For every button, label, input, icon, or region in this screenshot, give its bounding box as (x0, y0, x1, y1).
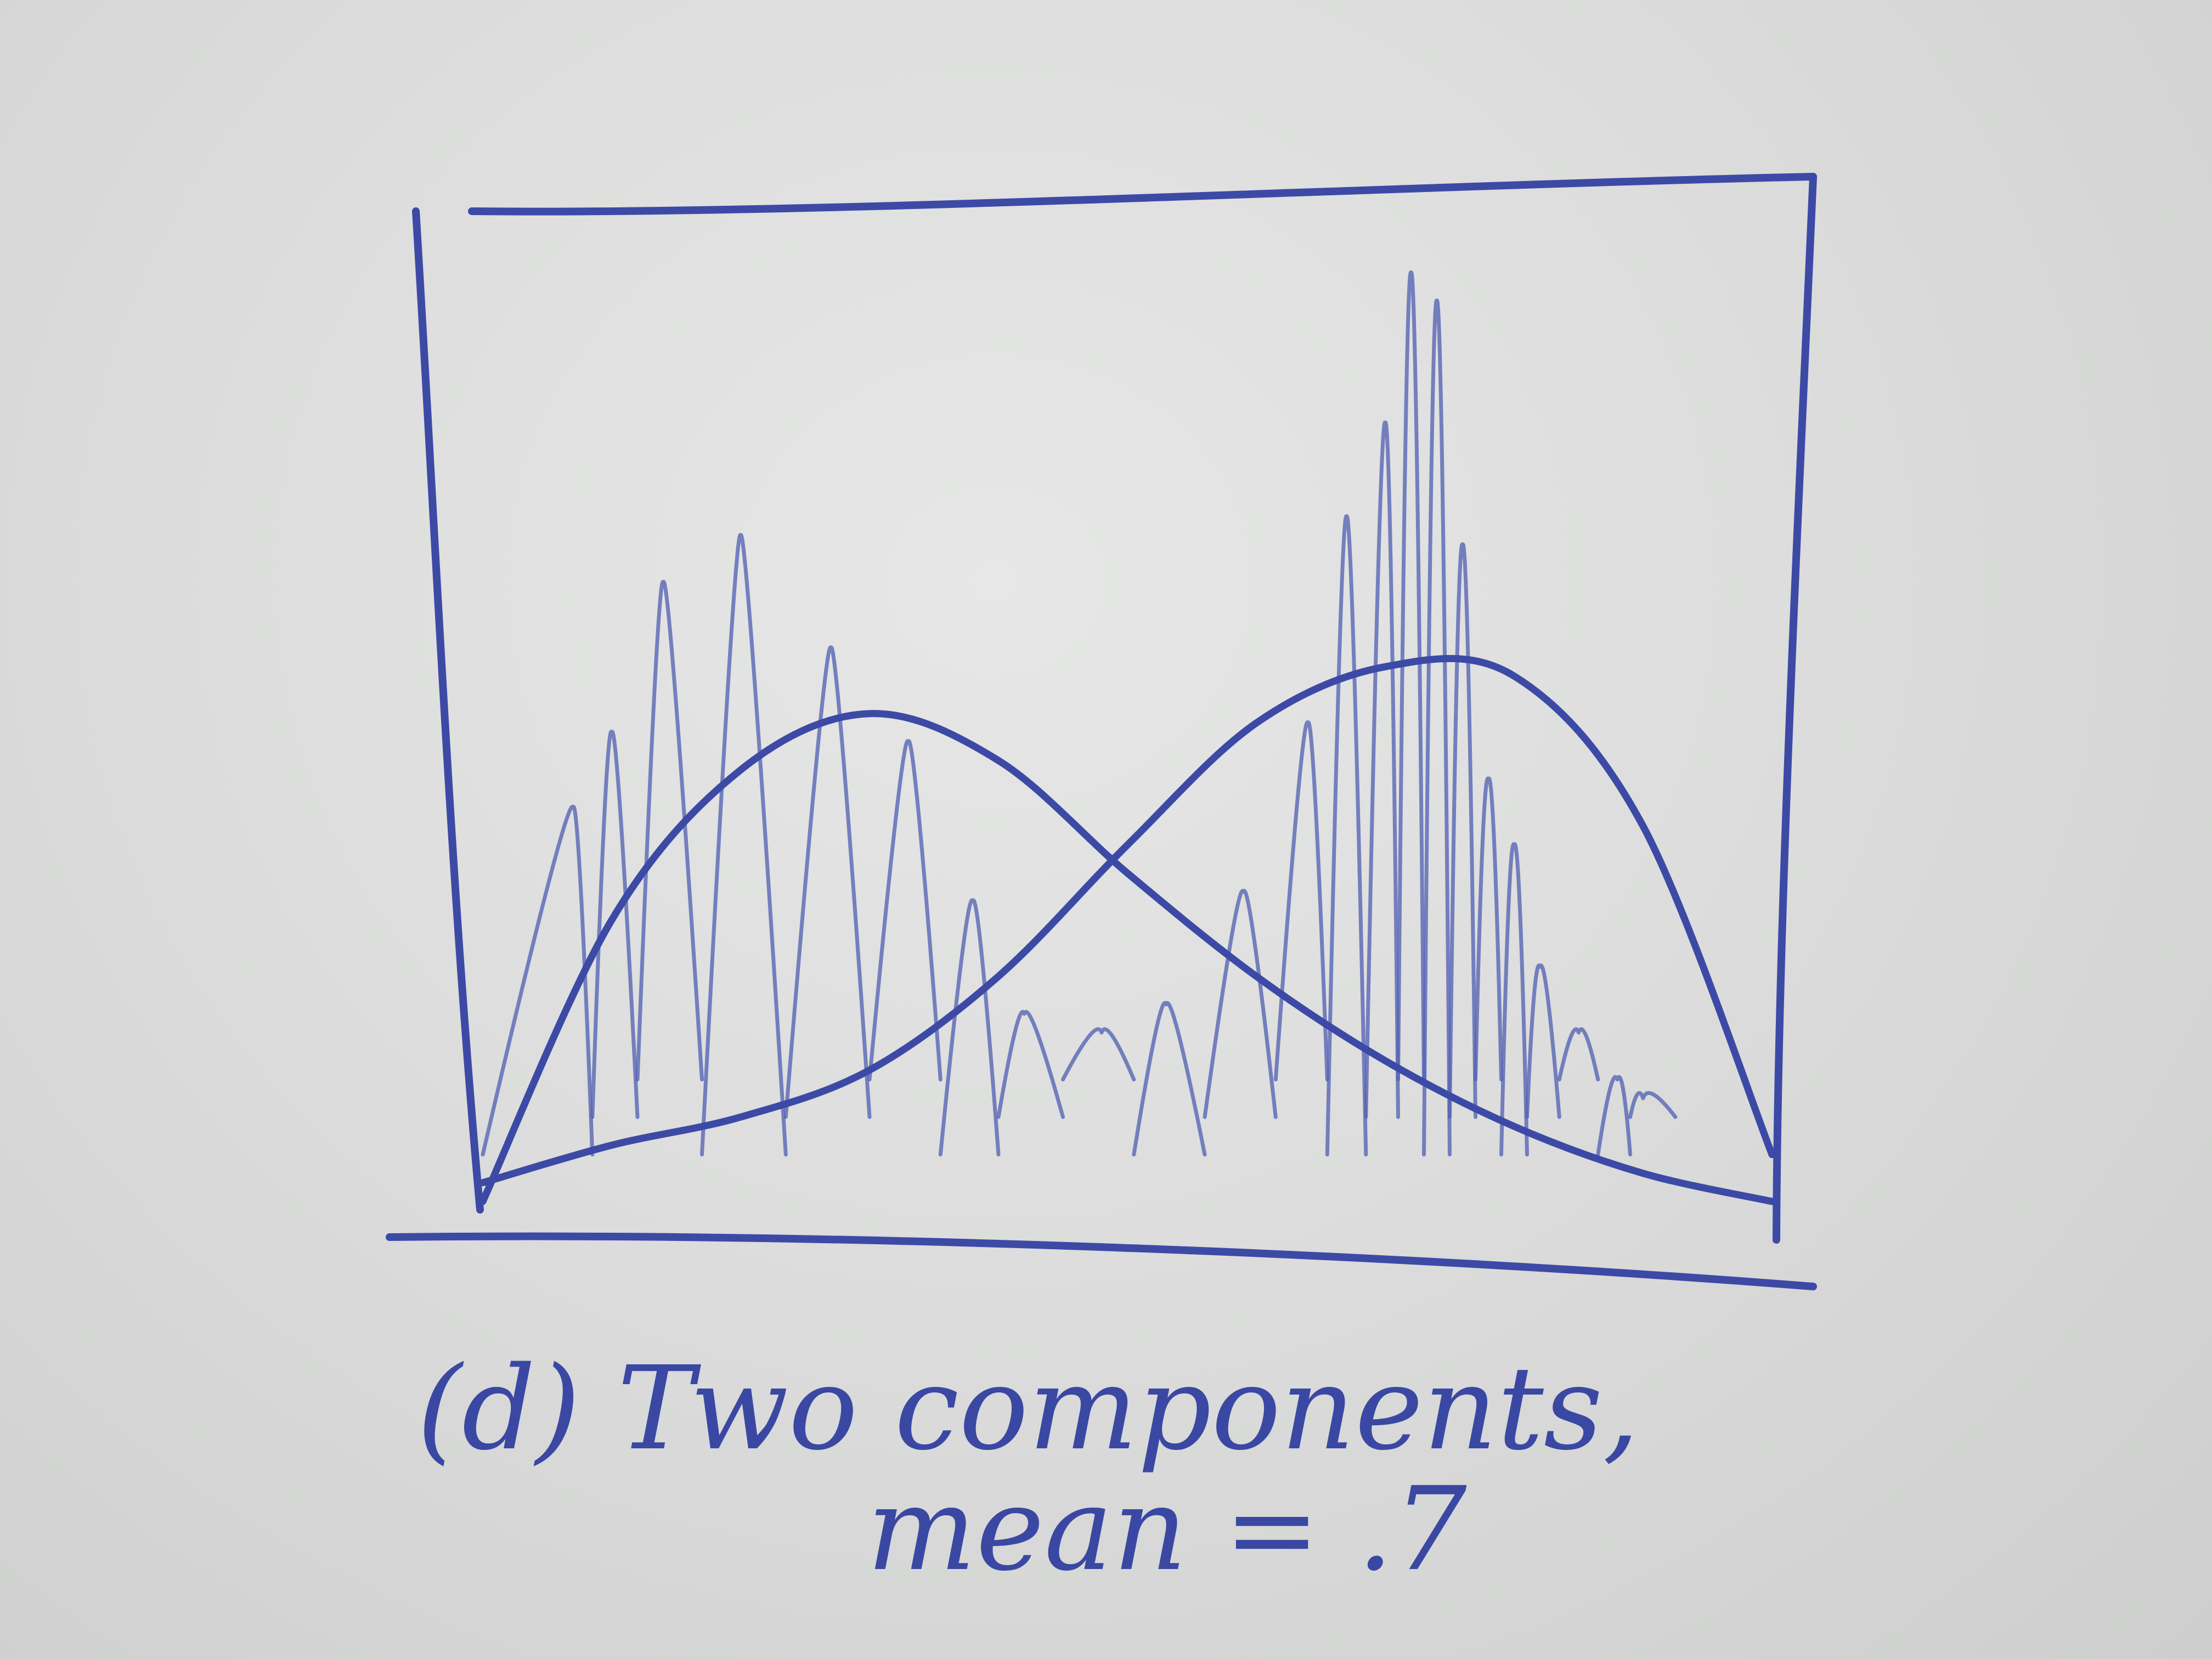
histogram-peak (867, 739, 943, 1082)
histogram-peak (1448, 542, 1477, 1119)
histogram-peak (1525, 963, 1561, 1119)
histogram-peak (1557, 1027, 1600, 1082)
histogram-peak (1474, 776, 1503, 1082)
histogram-peak (700, 533, 788, 1156)
plot-frame (386, 173, 1817, 1290)
histogram-peak (1273, 720, 1329, 1082)
mixture-components (479, 654, 1776, 1205)
histogram-peak (1061, 1027, 1136, 1082)
histogram-peak (1499, 842, 1529, 1156)
histogram-peak (938, 898, 1001, 1156)
frame-bottom-edge (386, 1232, 1817, 1290)
frame-top-edge (468, 173, 1817, 216)
histogram-peak (1132, 1001, 1207, 1156)
caption: (d) Two components, mean = .7 (417, 1341, 1639, 1596)
histogram-peak (1325, 514, 1368, 1156)
histogram-peak (1396, 270, 1426, 1082)
histogram-peak (481, 805, 595, 1156)
caption-line-1: (d) Two components, (417, 1341, 1639, 1476)
histogram-peak (1422, 298, 1452, 1156)
histogram-peak (996, 1009, 1065, 1119)
histogram-peak (1364, 420, 1400, 1119)
component-curve-1 (479, 710, 1776, 1205)
component-curve-2 (479, 654, 1776, 1187)
frame-right-edge (1773, 173, 1817, 1244)
histogram-traces (481, 270, 1678, 1156)
frame-left-edge (412, 207, 484, 1214)
histogram-peak (1628, 1091, 1678, 1119)
histogram-peak (1203, 889, 1278, 1119)
caption-line-2: mean = .7 (867, 1462, 1467, 1596)
histogram-peak (1596, 1075, 1632, 1156)
histogram-peak (635, 579, 704, 1082)
histogram-peak (783, 645, 872, 1119)
histogram-peak (590, 730, 640, 1119)
